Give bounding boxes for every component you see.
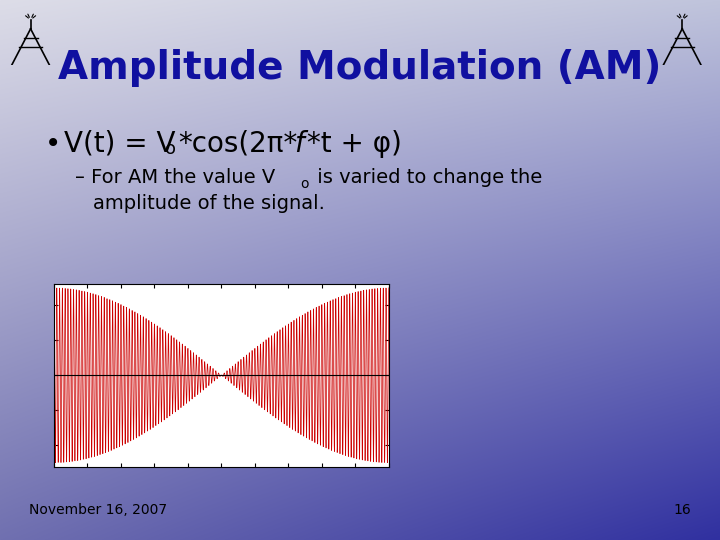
Text: *t + φ): *t + φ) (307, 130, 402, 158)
Text: o: o (165, 140, 176, 158)
Text: f: f (294, 130, 304, 158)
Text: amplitude of the signal.: amplitude of the signal. (93, 194, 325, 213)
Text: *cos(2π*: *cos(2π* (178, 130, 297, 158)
Text: – For AM the value V: – For AM the value V (75, 168, 275, 187)
Text: o: o (300, 177, 309, 191)
Text: November 16, 2007: November 16, 2007 (29, 503, 167, 517)
Text: V(t) = V: V(t) = V (64, 130, 175, 158)
Text: 16: 16 (673, 503, 691, 517)
Text: Amplitude Modulation (AM): Amplitude Modulation (AM) (58, 49, 662, 87)
Text: •: • (45, 130, 62, 158)
Text: is varied to change the: is varied to change the (311, 168, 542, 187)
